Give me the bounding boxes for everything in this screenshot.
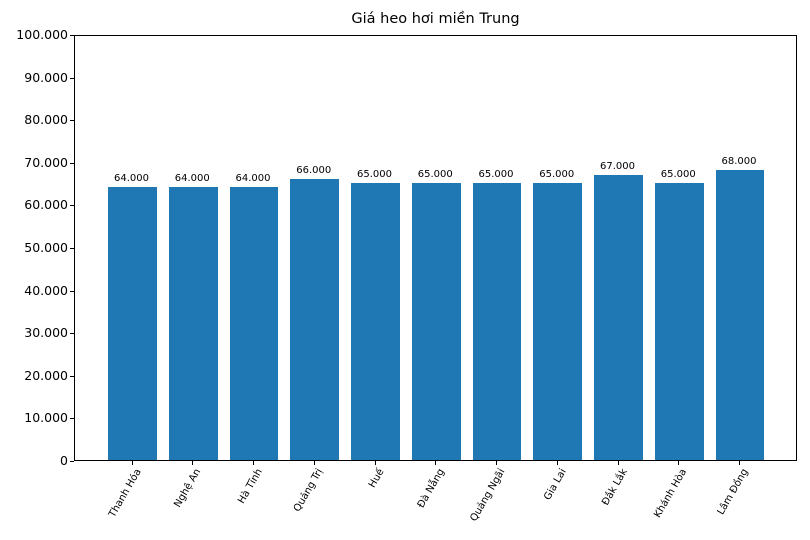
y-tick-mark bbox=[70, 35, 74, 36]
y-tick-label: 40.000 bbox=[24, 282, 68, 298]
y-tick-mark bbox=[70, 77, 74, 79]
bar bbox=[290, 178, 340, 460]
bar-value-label: 65.000 bbox=[357, 169, 392, 181]
bar-value-label: 64.000 bbox=[174, 173, 210, 185]
bar bbox=[108, 187, 157, 460]
bar bbox=[594, 174, 643, 460]
x-tick-label: Nghệ An bbox=[172, 467, 204, 510]
x-tick-mark bbox=[374, 461, 376, 465]
y-tick-label: 80.000 bbox=[24, 112, 68, 128]
x-tick-label: Quảng Trị bbox=[291, 467, 326, 514]
x-tick-label: Thanh Hóa bbox=[106, 467, 144, 520]
bar-value-label: 64.000 bbox=[235, 173, 271, 185]
bar bbox=[351, 183, 400, 460]
y-tick-mark bbox=[70, 461, 74, 462]
bar bbox=[654, 183, 704, 460]
y-tick-mark bbox=[70, 120, 74, 122]
x-tick-label: Đà Nẵng bbox=[415, 467, 448, 511]
bar-value-label: 66.000 bbox=[296, 164, 332, 176]
bar-value-label: 65.000 bbox=[417, 169, 453, 181]
x-tick-mark bbox=[617, 461, 619, 465]
x-tick-mark bbox=[192, 461, 194, 465]
x-tick-label: Khánh Hòa bbox=[652, 467, 690, 520]
bar bbox=[229, 187, 279, 460]
x-tick-mark bbox=[313, 461, 315, 465]
bar bbox=[533, 183, 583, 460]
bar bbox=[168, 187, 218, 460]
y-tick-label: 90.000 bbox=[24, 69, 68, 85]
y-tick-mark bbox=[70, 375, 74, 377]
bar-value-label: 65.000 bbox=[660, 169, 696, 181]
x-tick-label: Đắk Lắk bbox=[599, 467, 630, 508]
x-tick-mark bbox=[253, 461, 254, 465]
y-tick-label: 70.000 bbox=[24, 154, 68, 170]
y-tick-label: 100.000 bbox=[16, 27, 68, 42]
x-tick-label: Quảng Ngãi bbox=[468, 467, 508, 524]
plot-area bbox=[74, 35, 797, 461]
bar bbox=[411, 183, 461, 460]
bar bbox=[715, 170, 765, 460]
bar-value-label: 65.000 bbox=[539, 169, 575, 181]
x-tick-mark bbox=[678, 461, 680, 465]
x-tick-label: Lâm Đồng bbox=[715, 467, 751, 517]
bar-value-label: 67.000 bbox=[600, 160, 635, 172]
y-tick-label: 30.000 bbox=[24, 325, 68, 341]
y-tick-mark bbox=[70, 205, 74, 207]
y-tick-label: 50.000 bbox=[24, 240, 68, 255]
y-tick-mark bbox=[70, 418, 74, 420]
x-tick-mark bbox=[556, 461, 558, 465]
x-tick-mark bbox=[496, 461, 497, 465]
chart-title: Giá heo hơi miền Trung bbox=[351, 11, 520, 27]
x-tick-mark bbox=[739, 461, 740, 465]
bar-value-label: 68.000 bbox=[721, 156, 757, 168]
y-tick-mark bbox=[70, 162, 74, 164]
y-tick-mark bbox=[70, 248, 74, 249]
x-tick-label: Gia Lai bbox=[541, 467, 569, 503]
x-tick-label: Hà Tĩnh bbox=[236, 467, 265, 506]
x-tick-mark bbox=[131, 461, 133, 465]
bar bbox=[472, 183, 522, 460]
y-tick-mark bbox=[70, 290, 74, 292]
bar-value-label: 64.000 bbox=[114, 173, 149, 185]
y-tick-mark bbox=[70, 333, 74, 335]
y-tick-label: 20.000 bbox=[24, 367, 68, 383]
bar-value-label: 65.000 bbox=[478, 169, 514, 181]
x-tick-mark bbox=[435, 461, 437, 465]
x-tick-label: Huế bbox=[366, 467, 387, 490]
y-tick-label: 60.000 bbox=[24, 197, 68, 213]
y-tick-label: 0 bbox=[60, 453, 68, 468]
y-tick-label: 10.000 bbox=[24, 410, 68, 426]
